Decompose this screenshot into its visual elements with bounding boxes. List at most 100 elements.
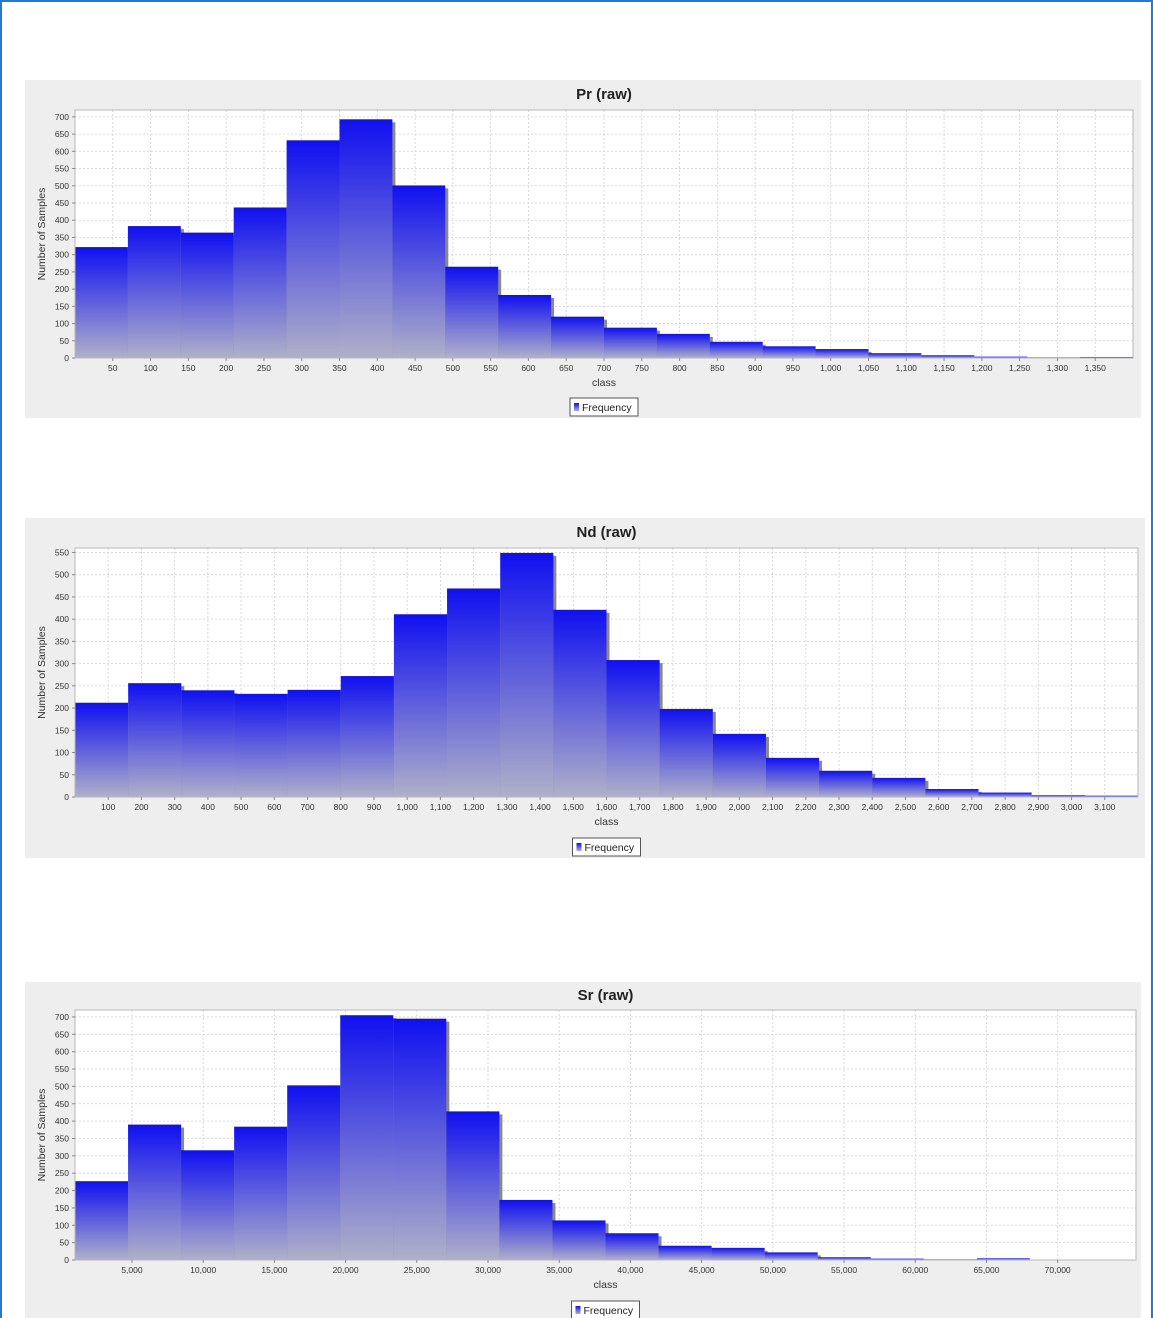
x-tick-label: 20,000: [333, 1265, 359, 1275]
y-tick-label: 400: [55, 1116, 69, 1126]
y-tick-label: 700: [55, 1012, 69, 1022]
y-tick-label: 500: [55, 181, 69, 191]
x-tick-label: 40,000: [617, 1265, 643, 1275]
y-tick-label: 100: [55, 748, 69, 758]
legend-swatch: [577, 843, 582, 851]
histogram-bar: [446, 1111, 499, 1260]
y-tick-label: 650: [55, 1029, 69, 1039]
histogram-bar: [604, 328, 657, 358]
y-tick-label: 650: [55, 129, 69, 139]
x-tick-label: 450: [408, 363, 422, 373]
y-tick-label: 550: [55, 547, 69, 557]
y-tick-label: 350: [55, 636, 69, 646]
x-tick-label: 50,000: [760, 1265, 786, 1275]
histogram-bar: [181, 1150, 234, 1260]
histogram-bar: [552, 1220, 605, 1260]
x-tick-label: 800: [334, 802, 348, 812]
histogram-bar: [341, 676, 394, 797]
x-tick-label: 1,200: [463, 802, 485, 812]
y-tick-label: 700: [55, 112, 69, 122]
x-tick-label: 60,000: [902, 1265, 928, 1275]
histogram-bar: [287, 140, 340, 358]
histogram-bar: [181, 233, 234, 358]
histogram-pr: 0 50 100 150 200 250 300 350 400 450 500 550 600 650 7…: [25, 80, 1141, 418]
x-tick-label: 45,000: [689, 1265, 715, 1275]
histogram-bar: [979, 793, 1032, 797]
histogram-bar: [766, 758, 819, 797]
y-tick-label: 450: [55, 1099, 69, 1109]
x-tick-label: 2,600: [928, 802, 950, 812]
y-axis-label: Number of Samples: [36, 626, 48, 719]
x-tick-label: 1,300: [1047, 363, 1069, 373]
x-tick-label: 25,000: [404, 1265, 430, 1275]
x-tick-label: 950: [786, 363, 800, 373]
x-tick-label: 2,500: [895, 802, 917, 812]
x-tick-label: 1,700: [629, 802, 651, 812]
x-tick-label: 1,350: [1085, 363, 1107, 373]
x-tick-label: 1,000: [820, 363, 842, 373]
x-tick-label: 400: [370, 363, 384, 373]
y-tick-label: 250: [55, 267, 69, 277]
x-tick-label: 3,000: [1061, 802, 1083, 812]
x-tick-label: 300: [168, 802, 182, 812]
x-tick-label: 1,500: [563, 802, 585, 812]
histogram-bar: [234, 207, 287, 358]
histogram-bar: [819, 771, 872, 797]
histogram-bar: [393, 1019, 446, 1260]
y-tick-label: 300: [55, 250, 69, 260]
x-tick-label: 300: [295, 363, 309, 373]
x-tick-label: 2,000: [729, 802, 751, 812]
y-tick-label: 150: [55, 725, 69, 735]
x-tick-label: 650: [559, 363, 573, 373]
y-tick-label: 0: [64, 1255, 69, 1265]
y-tick-label: 550: [55, 164, 69, 174]
histogram-bar: [234, 1127, 287, 1260]
legend-label: Frequency: [585, 842, 635, 854]
y-tick-label: 500: [55, 1081, 69, 1091]
histogram-bar: [659, 1246, 712, 1260]
histogram-bar: [498, 295, 551, 358]
histogram-bar: [234, 694, 287, 797]
histogram-bar: [713, 734, 766, 797]
histogram-bar: [340, 119, 393, 358]
legend: Frequency: [570, 398, 638, 416]
x-tick-label: 35,000: [546, 1265, 572, 1275]
x-tick-label: 1,600: [596, 802, 618, 812]
x-tick-label: 150: [181, 363, 195, 373]
histogram-bar: [75, 703, 128, 797]
y-tick-label: 250: [55, 681, 69, 691]
chart-title: Nd (raw): [577, 524, 637, 541]
x-axis-label: class: [594, 1279, 618, 1291]
histogram-bar: [128, 1125, 181, 1260]
histogram-bar: [75, 1181, 128, 1260]
x-tick-label: 800: [672, 363, 686, 373]
x-tick-label: 700: [597, 363, 611, 373]
legend: Frequency: [573, 838, 641, 856]
x-tick-label: 750: [635, 363, 649, 373]
histogram-bar: [712, 1248, 765, 1260]
x-tick-label: 1,900: [696, 802, 718, 812]
y-tick-label: 350: [55, 232, 69, 242]
y-tick-label: 600: [55, 146, 69, 156]
y-tick-label: 500: [55, 570, 69, 580]
histogram-bar: [763, 346, 816, 358]
x-tick-label: 2,800: [994, 802, 1016, 812]
histogram-bar: [816, 349, 869, 358]
histogram-bar: [606, 1233, 659, 1260]
histogram-bar: [445, 267, 498, 358]
histogram-bar: [128, 683, 181, 797]
x-tick-label: 1,000: [397, 802, 419, 812]
x-tick-label: 3,100: [1094, 802, 1116, 812]
y-axis-label: Number of Samples: [36, 1089, 48, 1182]
x-tick-label: 2,100: [762, 802, 784, 812]
y-tick-label: 600: [55, 1047, 69, 1057]
histogram-bar: [394, 614, 447, 797]
y-tick-label: 550: [55, 1064, 69, 1074]
histogram-bar: [607, 660, 660, 797]
x-tick-label: 1,100: [896, 363, 918, 373]
x-tick-label: 1,400: [529, 802, 551, 812]
x-tick-label: 500: [234, 802, 248, 812]
x-axis-label: class: [595, 816, 619, 828]
x-tick-label: 10,000: [190, 1265, 216, 1275]
x-tick-label: 50: [108, 363, 118, 373]
